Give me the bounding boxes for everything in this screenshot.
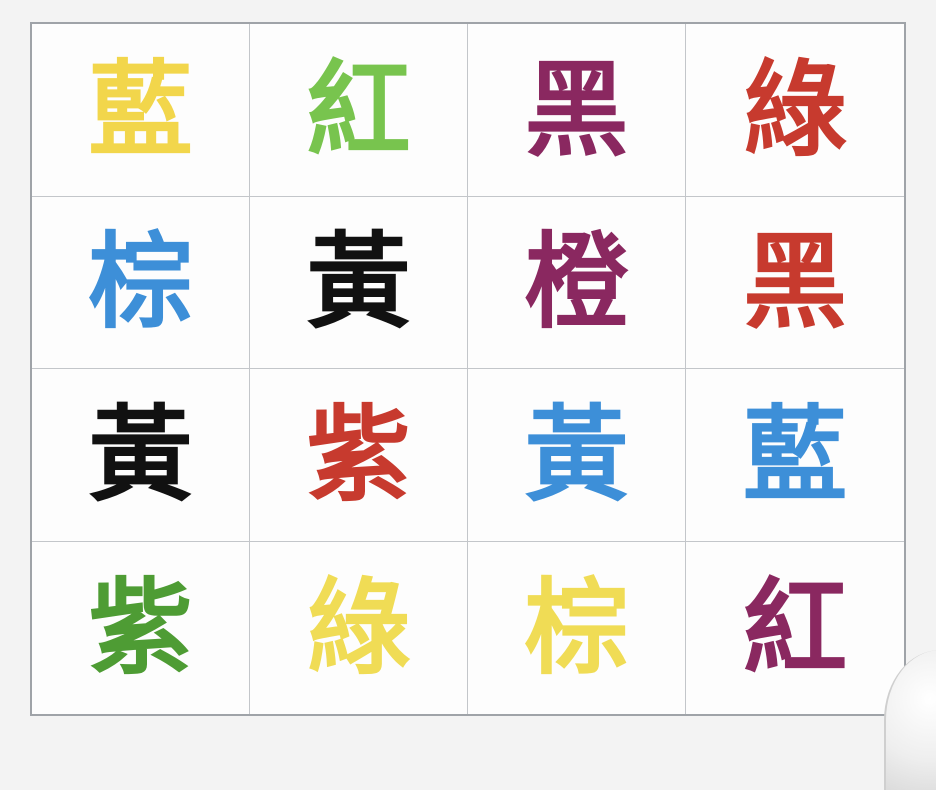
stroop-grid: 藍 紅 黑 綠 棕 黃 橙 黑 黃 紫 黃 藍 紫 綠 棕 紅: [30, 22, 906, 716]
grid-cell: 綠: [250, 541, 468, 714]
color-word: 棕: [88, 221, 193, 344]
grid-cell: 棕: [32, 196, 250, 369]
grid-cell: 黑: [468, 24, 686, 197]
grid-cell: 紫: [250, 369, 468, 542]
color-word: 紅: [742, 566, 847, 689]
color-word: 棕: [524, 566, 629, 689]
color-word: 紫: [306, 393, 411, 516]
color-word: 藍: [88, 48, 193, 171]
grid-cell: 綠: [686, 24, 904, 197]
color-word: 藍: [742, 393, 847, 516]
grid-cell: 橙: [468, 196, 686, 369]
grid-cell: 藍: [32, 24, 250, 197]
color-word: 黃: [88, 393, 193, 516]
color-word: 綠: [306, 566, 411, 689]
color-word: 紫: [88, 566, 193, 689]
color-word: 橙: [524, 221, 629, 344]
grid-cell: 藍: [686, 369, 904, 542]
color-word: 紅: [306, 48, 411, 171]
grid-cell: 黃: [250, 196, 468, 369]
color-word: 黑: [524, 48, 629, 171]
color-word: 黑: [742, 221, 847, 344]
grid-cell: 黑: [686, 196, 904, 369]
grid-cell: 紅: [686, 541, 904, 714]
grid-cell: 紫: [32, 541, 250, 714]
color-word: 黃: [524, 393, 629, 516]
grid-cell: 黃: [32, 369, 250, 542]
grid-cell: 棕: [468, 541, 686, 714]
color-word: 綠: [742, 48, 847, 171]
grid-cell: 黃: [468, 369, 686, 542]
grid-cell: 紅: [250, 24, 468, 197]
color-word: 黃: [306, 221, 411, 344]
